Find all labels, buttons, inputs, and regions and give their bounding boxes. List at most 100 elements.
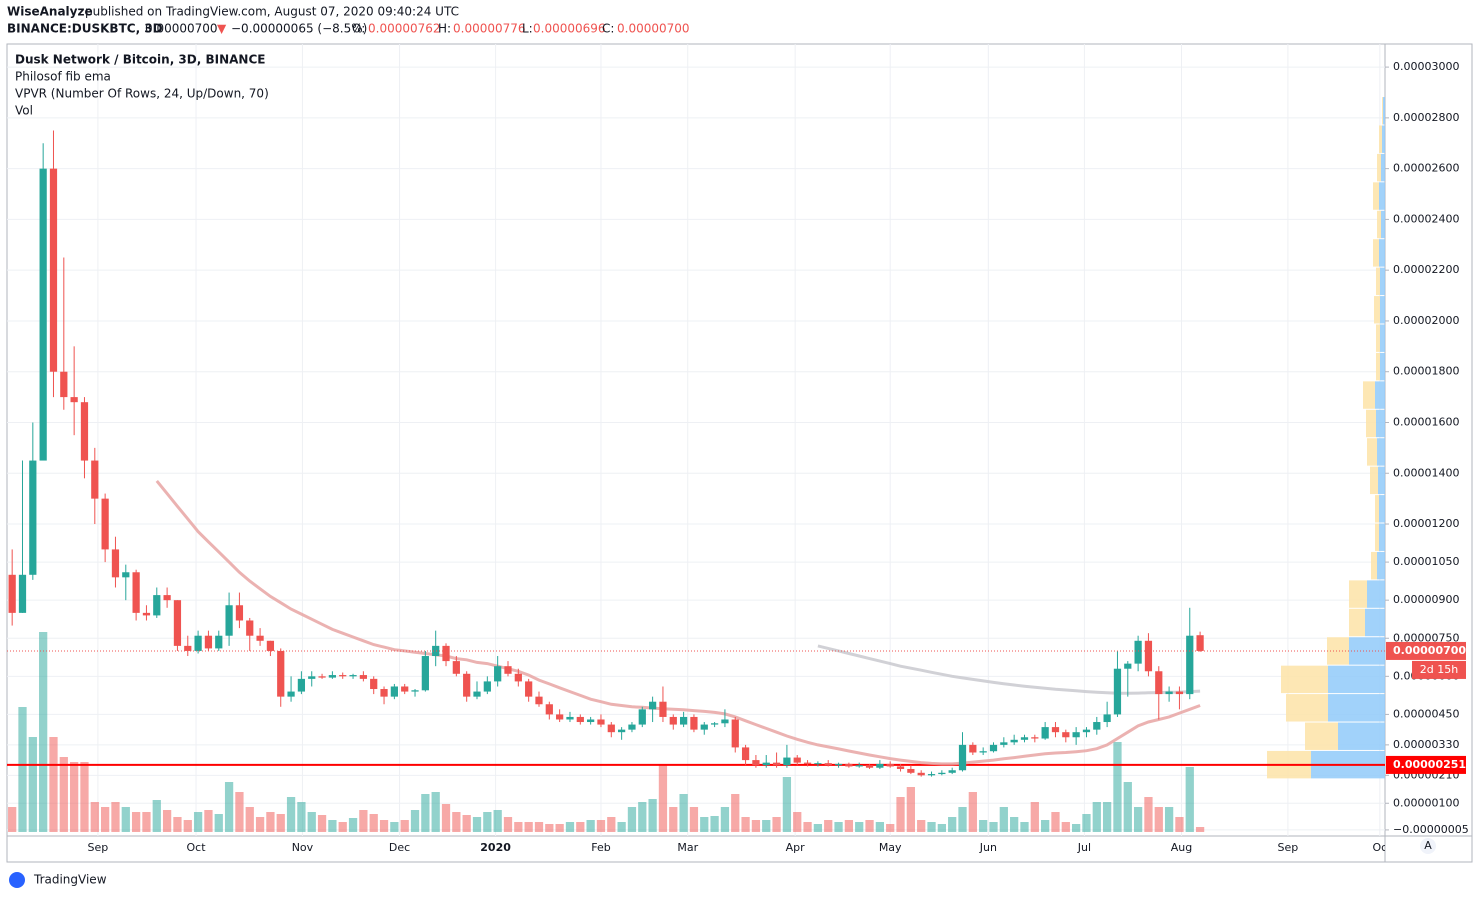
volume-bar bbox=[162, 810, 172, 832]
volume-bar bbox=[369, 814, 378, 832]
volume-bar bbox=[999, 807, 1008, 832]
y-tick-label: 0.00000900 bbox=[1393, 593, 1459, 606]
y-tick-label: 0.00001400 bbox=[1393, 466, 1459, 479]
volume-bar bbox=[565, 822, 575, 832]
x-tick-label: Sep bbox=[88, 841, 109, 854]
change: −0.00000065 (−8.5%) bbox=[231, 22, 367, 36]
volume-bar bbox=[28, 737, 37, 832]
legend-entry: Philosof fib ema bbox=[15, 70, 111, 84]
volume-bar bbox=[917, 820, 926, 832]
candle-body bbox=[514, 673, 522, 682]
candle-body bbox=[153, 595, 161, 616]
volume-bar bbox=[421, 794, 430, 832]
candle-body bbox=[328, 675, 337, 678]
profile-down bbox=[1366, 409, 1376, 438]
candle-body bbox=[122, 572, 130, 578]
candle-body bbox=[587, 719, 595, 723]
candle-body bbox=[60, 371, 68, 398]
hline-box bbox=[1386, 755, 1466, 774]
candle-body bbox=[1010, 739, 1018, 743]
volume-bar bbox=[245, 807, 254, 832]
candle-body bbox=[194, 635, 202, 651]
y-tick-label: 0.00002000 bbox=[1393, 314, 1459, 327]
auto-scale-label: A bbox=[1424, 839, 1432, 852]
volume-bar bbox=[503, 817, 513, 832]
volume-bar bbox=[80, 762, 89, 832]
profile-up bbox=[1338, 722, 1385, 750]
volume-bar bbox=[359, 810, 368, 832]
candle-body bbox=[721, 719, 729, 724]
y-tick-label: 0.00000750 bbox=[1393, 631, 1459, 644]
profile-down bbox=[1375, 495, 1379, 523]
candle-body bbox=[70, 397, 78, 403]
candle-body bbox=[566, 716, 574, 720]
volume-bar bbox=[979, 820, 988, 832]
volume-bar bbox=[348, 818, 358, 832]
candle-body bbox=[731, 719, 739, 748]
volume-bar bbox=[338, 822, 347, 832]
candle-body bbox=[948, 770, 956, 773]
volume-bar bbox=[1154, 807, 1163, 832]
profile-up bbox=[1383, 97, 1385, 125]
candle-body bbox=[49, 168, 58, 372]
candle-body bbox=[855, 765, 863, 767]
candle-body bbox=[473, 691, 481, 697]
candle-body bbox=[783, 757, 791, 766]
volume-bar bbox=[886, 824, 895, 832]
candle-body bbox=[29, 460, 37, 575]
profile-down bbox=[1281, 665, 1328, 694]
volume-bar bbox=[576, 822, 585, 832]
candle-body bbox=[1031, 737, 1039, 739]
volume-bar bbox=[90, 802, 99, 832]
profile-up bbox=[1378, 466, 1385, 495]
candle-body bbox=[690, 716, 698, 730]
volume-bar bbox=[710, 816, 719, 832]
footer: TradingView bbox=[9, 872, 107, 888]
volume-bar bbox=[276, 814, 285, 832]
profile-up bbox=[1365, 608, 1385, 637]
profile-up bbox=[1376, 409, 1385, 438]
profile-down bbox=[1377, 153, 1381, 182]
volume-bar bbox=[844, 820, 854, 832]
volume-bar bbox=[1144, 797, 1153, 832]
volume-bar bbox=[297, 802, 306, 832]
y-tick-label: 0.00001600 bbox=[1393, 415, 1459, 428]
candle-body bbox=[504, 666, 512, 674]
candle-body bbox=[411, 690, 419, 692]
candle-body bbox=[525, 681, 533, 697]
profile-down bbox=[1376, 352, 1380, 381]
volume-bar bbox=[679, 794, 688, 832]
volume-bar bbox=[555, 824, 564, 832]
candle-body bbox=[938, 772, 946, 775]
volume-bar bbox=[514, 822, 523, 832]
volume-bar bbox=[152, 800, 161, 832]
auto-scale-button[interactable] bbox=[1420, 838, 1436, 854]
volume-bar bbox=[1051, 812, 1060, 832]
candle-body bbox=[442, 645, 450, 662]
profile-up bbox=[1328, 694, 1385, 722]
candle-body bbox=[91, 460, 99, 499]
candle-body bbox=[235, 605, 244, 621]
candle-body bbox=[370, 678, 378, 690]
candle-body bbox=[80, 402, 89, 461]
candle-body bbox=[287, 691, 295, 697]
profile-up bbox=[1379, 495, 1385, 523]
volume-bar bbox=[431, 792, 440, 832]
volume-bar bbox=[173, 817, 182, 832]
candle-body bbox=[597, 719, 605, 725]
volume-bar bbox=[948, 817, 957, 832]
legend-entry: Dusk Network / Bitcoin, 3D, BINANCE bbox=[15, 53, 265, 67]
volume-bar bbox=[741, 817, 750, 832]
profile-down bbox=[1379, 125, 1382, 153]
candle-body bbox=[318, 676, 326, 678]
candle-body bbox=[184, 645, 192, 651]
volume-bar bbox=[648, 799, 657, 832]
candle-body bbox=[607, 724, 615, 733]
volume-bar bbox=[483, 812, 492, 832]
profile-down bbox=[1349, 608, 1365, 637]
candle-body bbox=[628, 724, 636, 730]
x-tick-label: Oct bbox=[187, 841, 207, 854]
candle-body bbox=[958, 744, 967, 771]
candle-body bbox=[1165, 691, 1173, 695]
candle-body bbox=[297, 678, 306, 692]
